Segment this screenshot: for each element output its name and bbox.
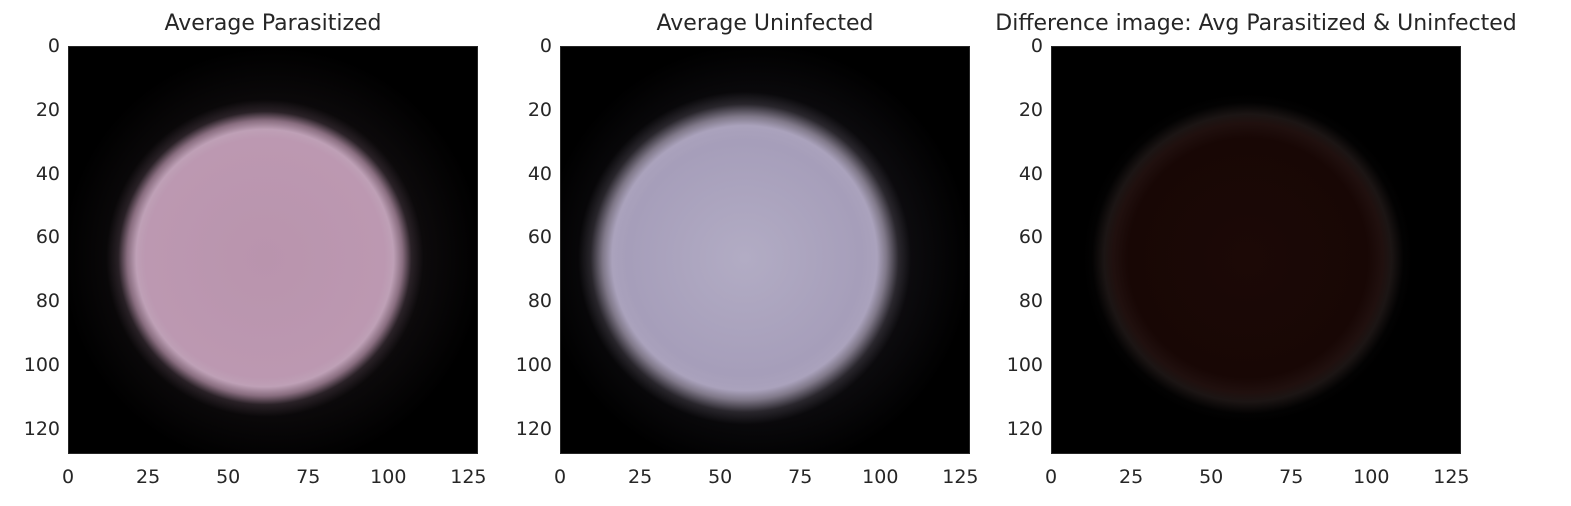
difference-image bbox=[1052, 47, 1460, 453]
x-tick-label: 50 bbox=[1199, 466, 1224, 488]
y-tick-label: 40 bbox=[527, 162, 552, 185]
y-tick-label: 20 bbox=[527, 98, 552, 121]
y-tick-label: 100 bbox=[1006, 353, 1043, 376]
y-tick-label: 40 bbox=[35, 162, 60, 185]
y-tick-label: 20 bbox=[1018, 98, 1043, 121]
x-tick-label: 75 bbox=[1279, 466, 1304, 488]
y-tick-label: 100 bbox=[515, 353, 552, 376]
x-tick-label: 25 bbox=[135, 466, 161, 488]
y-tick-label: 0 bbox=[1030, 35, 1043, 57]
y-tick-label: 80 bbox=[527, 290, 552, 312]
y-tick-label: 80 bbox=[35, 290, 60, 312]
average-parasitized-image bbox=[69, 47, 477, 453]
y-tick-label: 60 bbox=[527, 226, 552, 249]
average-uninfected-image bbox=[561, 47, 969, 453]
image-plot-area bbox=[560, 46, 970, 454]
x-tick-label: 0 bbox=[61, 466, 75, 488]
y-tick-label: 0 bbox=[539, 35, 552, 57]
x-tick-label: 75 bbox=[788, 466, 813, 488]
y-tick-label: 20 bbox=[35, 98, 60, 121]
y-tick-label: 60 bbox=[35, 226, 60, 249]
y-tick-label: 60 bbox=[1018, 226, 1043, 249]
y-tick-label: 120 bbox=[23, 417, 60, 440]
x-tick-label: 100 bbox=[862, 466, 899, 488]
x-tick-label: 100 bbox=[1353, 466, 1390, 488]
y-tick-label: 100 bbox=[23, 353, 60, 376]
x-tick-label: 0 bbox=[1044, 466, 1058, 488]
panel-title: Difference image: Avg Parasitized & Unin… bbox=[995, 11, 1517, 36]
panel-title: Average Parasitized bbox=[164, 11, 382, 36]
x-tick-label: 0 bbox=[553, 466, 567, 488]
y-tick-label: 120 bbox=[1006, 417, 1043, 440]
x-tick-label: 75 bbox=[296, 466, 321, 488]
y-tick-label: 40 bbox=[1018, 162, 1043, 185]
y-tick-label: 120 bbox=[515, 417, 552, 440]
x-tick-label: 50 bbox=[216, 466, 241, 488]
x-tick-label: 50 bbox=[708, 466, 733, 488]
x-tick-label: 125 bbox=[1433, 466, 1470, 488]
image-plot-area bbox=[68, 46, 478, 454]
image-plot-area bbox=[1051, 46, 1461, 454]
panel-title: Average Uninfected bbox=[656, 11, 874, 36]
x-tick-label: 125 bbox=[942, 466, 979, 488]
x-tick-label: 125 bbox=[450, 466, 487, 488]
x-tick-label: 25 bbox=[627, 466, 653, 488]
x-tick-label: 100 bbox=[370, 466, 407, 488]
x-tick-label: 25 bbox=[1118, 466, 1144, 488]
y-tick-label: 80 bbox=[1018, 290, 1043, 312]
y-tick-label: 0 bbox=[47, 35, 60, 57]
